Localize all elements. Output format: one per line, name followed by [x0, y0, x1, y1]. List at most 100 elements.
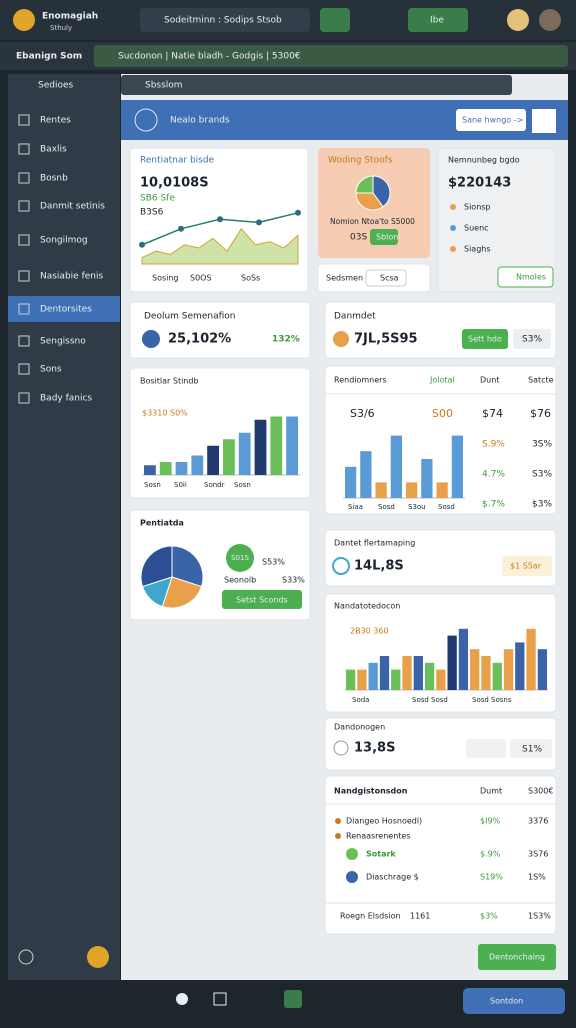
- card: [324, 365, 557, 515]
- card-value: 03S: [350, 233, 367, 243]
- list: Sionsp Suenc Siaghs: [450, 203, 491, 254]
- search[interactable]: [140, 8, 310, 32]
- icon: [332, 557, 350, 575]
- bar: [391, 669, 401, 690]
- settings-icon[interactable]: [18, 949, 34, 965]
- bar: [390, 435, 402, 498]
- list-dot: [450, 225, 456, 231]
- button[interactable]: [222, 590, 302, 609]
- bar: [481, 656, 491, 690]
- bar: [413, 656, 423, 690]
- bar-chart: Soda Sosd Sosd Sosd Sosns: [345, 628, 548, 704]
- brand-sub: Sthuly: [50, 24, 72, 32]
- fab[interactable]: [87, 946, 109, 968]
- pie-slice: [171, 545, 204, 588]
- brand: Enomagiah: [42, 12, 98, 22]
- bar: [175, 462, 188, 475]
- cta-button[interactable]: [478, 944, 556, 970]
- table-cell: Diangeo Hosnoedl): [346, 817, 422, 826]
- sidebar-item[interactable]: Songilmog: [40, 236, 88, 246]
- card-label: Sedsmen: [326, 274, 363, 283]
- x-label: Siaa: [348, 503, 363, 511]
- icon-btn[interactable]: [320, 8, 350, 32]
- search-text: Sodeitminn : Sodips Stsob: [164, 16, 282, 26]
- card-change: SB6 Sfe: [140, 194, 175, 204]
- x-label: Sosd: [438, 503, 455, 511]
- button[interactable]: [497, 266, 554, 288]
- button-text: Nmoles: [516, 273, 546, 282]
- bar: [526, 628, 536, 690]
- bar: [357, 669, 367, 690]
- line-point: [256, 219, 262, 226]
- list-item: Sionsp: [464, 203, 491, 212]
- sidebar-item[interactable]: Rentes: [40, 116, 71, 126]
- table-cell: 3S76: [528, 850, 548, 859]
- bar: [254, 419, 267, 475]
- bar: [360, 451, 372, 498]
- bar: [458, 628, 469, 690]
- bar: [537, 649, 547, 690]
- sidebar-item[interactable]: Sengissno: [40, 337, 86, 347]
- avatar: [142, 330, 160, 348]
- icon: [333, 331, 349, 347]
- sidebar-item[interactable]: Baxlis: [40, 145, 67, 155]
- sidebar-icon: [18, 114, 30, 126]
- table-cell: S19%: [480, 873, 503, 882]
- x-label: Sosd: [378, 503, 395, 511]
- sidebar-dropdown[interactable]: Sedioes: [38, 81, 74, 91]
- bar: [368, 662, 378, 690]
- bar-chart: [343, 435, 465, 499]
- sidebar-item[interactable]: Danmit setinis: [40, 202, 105, 212]
- subbar-title: Ebanign Som: [16, 52, 82, 62]
- card-value: 10,0108S: [140, 176, 209, 191]
- bottom-button[interactable]: [463, 988, 565, 1014]
- legend: Sosing: [152, 274, 179, 283]
- card-title: Bositlar Stindb: [140, 377, 199, 386]
- cta-text: Dentonchaing: [489, 953, 545, 962]
- nav-icon[interactable]: [284, 990, 302, 1008]
- sidebar-item[interactable]: Dentorsites: [40, 305, 92, 315]
- card-title: Nemnunbeg bgdo: [448, 156, 520, 165]
- table-title: Nandgistonsdon: [334, 787, 408, 796]
- bottom-button-text: Sontdon: [490, 997, 523, 1006]
- bar-chart: Sosn S0ii Sondr Sosn: [142, 416, 300, 489]
- legend: S0OS: [190, 274, 212, 283]
- card: [324, 775, 557, 935]
- top-button[interactable]: [408, 8, 468, 32]
- sidebar-icon: [18, 200, 30, 212]
- button[interactable]: [365, 269, 407, 287]
- nav-icon[interactable]: [176, 993, 188, 1005]
- pie-slice: [355, 175, 374, 194]
- bar: [492, 662, 502, 690]
- card-change: S3%: [522, 335, 542, 345]
- card-value: $220143: [448, 176, 511, 191]
- bar: [436, 482, 448, 498]
- nav-icon[interactable]: [213, 992, 227, 1006]
- x-label: Sondr: [204, 481, 225, 489]
- bar: [451, 435, 463, 498]
- card-sub: 2B30 360: [350, 627, 389, 636]
- line-chart: [139, 209, 301, 265]
- card-title: Danmdet: [334, 312, 376, 322]
- sidebar-item[interactable]: Nasiabie fenis: [40, 272, 103, 282]
- bar: [447, 635, 457, 690]
- sidebar-item[interactable]: Sons: [40, 365, 62, 375]
- chip[interactable]: [466, 739, 506, 758]
- card-sub: $3310 S0%: [142, 409, 188, 418]
- button[interactable]: [462, 329, 508, 349]
- card-title: Nandatotedocon: [334, 602, 400, 611]
- card-value: 7JL,5S95: [354, 332, 418, 347]
- banner-title: Nealo brands: [170, 116, 230, 126]
- banner-button[interactable]: [456, 109, 526, 131]
- sidebar-item[interactable]: Bosnb: [40, 174, 68, 184]
- sidebar-item[interactable]: Bady fanics: [40, 394, 92, 404]
- bar: [346, 669, 356, 690]
- table-cell: $.7%: [482, 500, 505, 510]
- avatar[interactable]: [507, 9, 529, 31]
- main-search[interactable]: [121, 75, 512, 95]
- chip[interactable]: [502, 556, 552, 576]
- icon: [333, 740, 349, 756]
- avatar[interactable]: [539, 9, 561, 31]
- button[interactable]: [370, 229, 398, 245]
- bar: [406, 482, 418, 498]
